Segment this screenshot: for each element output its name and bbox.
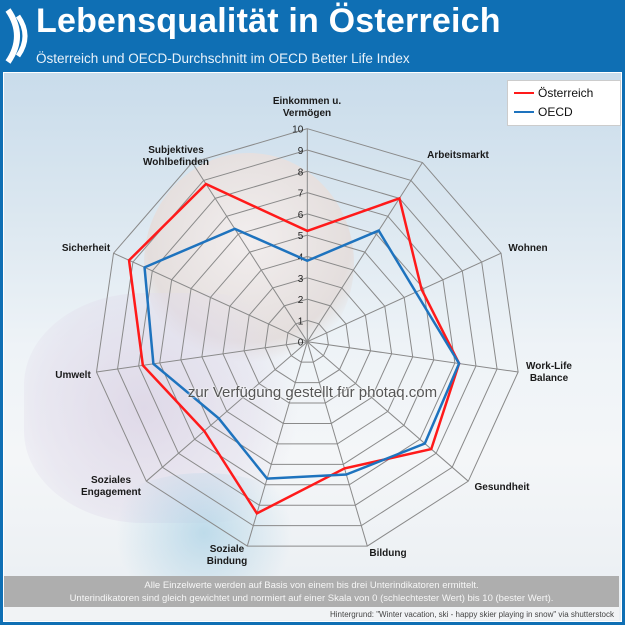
grid-spoke — [306, 162, 423, 342]
background-photo-glove — [94, 473, 314, 593]
tick-label: 6 — [298, 210, 304, 221]
axis-label: Einkommen u. Vermögen — [273, 96, 342, 119]
axis-label: Arbeitsmarkt — [427, 150, 489, 161]
tick-label: 1 — [298, 316, 304, 327]
axis-label: Subjektives Wohlbefinden — [143, 145, 209, 168]
axis-label: Work-Life Balance — [526, 361, 572, 384]
series-line-oecd — [143, 227, 461, 480]
series-line-oesterreich — [127, 182, 461, 516]
legend-label: Österreich — [538, 86, 594, 100]
grid-spoke — [307, 341, 519, 373]
grid-spoke — [306, 341, 469, 482]
legend-swatch — [514, 92, 534, 94]
grid-ring — [201, 234, 414, 445]
legend-swatch — [514, 111, 534, 113]
axis-label: Sicherheit — [62, 243, 111, 254]
page-title: Lebensqualität in Österreich — [36, 2, 501, 40]
watermark: zur Verfügung gestellt für photaq.com — [187, 384, 438, 401]
legend: Österreich OECD — [507, 80, 621, 126]
grid-ring — [180, 213, 435, 465]
legend-item-oesterreich: Österreich — [514, 86, 593, 100]
axis-label: Umwelt — [55, 370, 91, 381]
axis-label: Bildung — [369, 548, 406, 559]
axis-label-line: Wohlbefinden — [143, 157, 209, 168]
tick-label: 2 — [298, 295, 304, 306]
tick-label: 8 — [298, 167, 304, 178]
axis-label-line: Wohnen — [508, 243, 547, 254]
axis-label: Wohnen — [508, 243, 547, 254]
axis-label-line: Einkommen u. — [273, 96, 342, 107]
grid-ring — [264, 298, 350, 384]
tick-label: 10 — [292, 125, 304, 136]
axis-label-line: Work-Life — [526, 361, 572, 372]
grid-ring — [159, 192, 456, 486]
axis-label-line: Soziale — [210, 544, 245, 555]
axis-label-line: Umwelt — [55, 370, 91, 381]
axis-label-line: Engagement — [81, 487, 142, 498]
axis-label-line: Gesundheit — [474, 482, 530, 493]
axis-label-line: Bindung — [207, 556, 248, 567]
axis-label-line: Vermögen — [283, 108, 331, 119]
footnote-line: Alle Einzelwerte werden auf Basis von ei… — [144, 580, 479, 591]
grid-ring — [243, 277, 372, 404]
page-subtitle: Österreich und OECD-Durchschnitt im OECD… — [36, 51, 410, 66]
tick-label: 0 — [298, 338, 304, 349]
grid-spoke — [306, 341, 368, 547]
legend-item-oecd: OECD — [514, 105, 573, 119]
axis-label-line: Soziales — [91, 475, 131, 486]
axis-label: Soziale Bindung — [207, 544, 248, 567]
axis-label: Soziales Engagement — [81, 475, 142, 498]
tick-label: 7 — [298, 189, 304, 200]
axis-label-line: Bildung — [369, 548, 406, 559]
oecd-logo-icon — [5, 8, 28, 64]
legend-label: OECD — [538, 105, 573, 119]
tick-label: 9 — [298, 146, 304, 157]
credit-strip — [4, 607, 619, 620]
axis-label-line: Arbeitsmarkt — [427, 150, 489, 161]
axis-label-line: Balance — [530, 373, 569, 384]
chart-panel — [3, 72, 622, 622]
axis-label-line: Subjektives — [148, 145, 204, 156]
footnote: Alle Einzelwerte werden auf Basis von ei… — [4, 576, 619, 610]
grid-spoke — [96, 341, 308, 373]
grid-spoke — [145, 341, 308, 482]
tick-label: 3 — [298, 274, 304, 285]
axis-label: Gesundheit — [474, 482, 530, 493]
grid-ring — [95, 128, 519, 547]
grid-ring — [222, 255, 393, 424]
grid-spoke — [307, 252, 502, 343]
grid-ring — [117, 149, 498, 527]
header-bar: Lebensqualität in Österreich Österreich … — [0, 0, 625, 70]
grid-spoke — [191, 162, 308, 342]
tick-label: 5 — [298, 231, 304, 242]
grid-ring — [285, 319, 329, 363]
axis-label-line: Sicherheit — [62, 243, 111, 254]
image-credit: Hintergrund: "Winter vacation, ski - hap… — [329, 610, 614, 619]
footnote-line: Unterindikatoren sind gleich gewichtet u… — [69, 593, 554, 604]
